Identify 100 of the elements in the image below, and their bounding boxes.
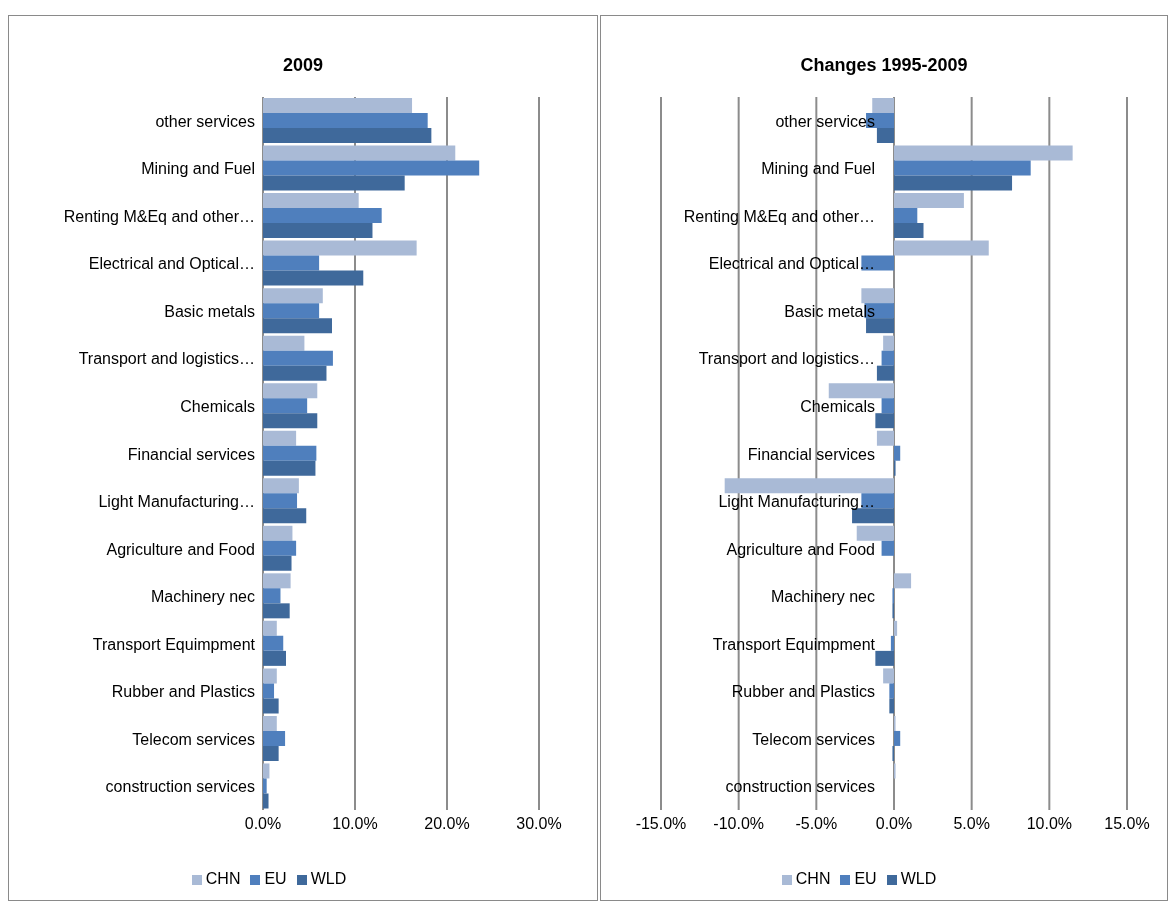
bar [263,445,317,461]
bar [866,318,894,334]
bar [263,715,277,731]
bar [263,620,277,636]
x-tick-label: 15.0% [1104,815,1150,833]
legend-label: CHN [205,870,241,887]
bar [263,730,286,746]
bar [263,413,318,429]
x-tick-label: -10.0% [713,815,765,833]
x-tick-label: 10.0% [1026,815,1073,833]
bar [894,193,964,209]
x-tick-label: -15.0% [635,815,687,833]
bar [263,493,298,509]
y-tick-label: Chemicals [800,397,875,415]
bar [889,698,894,714]
legend-label: CHN [795,870,831,887]
bar [263,288,323,304]
bar [876,128,894,143]
bar [263,430,297,446]
y-tick-label: Telecom services [752,730,875,748]
bar [890,635,894,651]
y-tick-label: Machinery nec [770,588,875,606]
y-tick-label: Chemicals [180,397,255,415]
y-tick-label: Telecom services [132,730,255,748]
bar [889,683,894,699]
bar [263,698,279,714]
bar [881,540,894,556]
bar [263,223,373,239]
bar [263,398,308,414]
x-tick-label: 20.0% [424,815,470,833]
y-tick-label: Rubber and Plastics [731,683,875,701]
bar [263,763,270,779]
y-tick-label: Renting M&Eq and other… [683,207,875,225]
bar [894,175,1013,191]
bar [828,383,894,399]
y-tick-label: other services [155,112,255,130]
bar [263,555,292,571]
bar [894,240,989,256]
y-tick-label: Financial services [747,445,875,463]
bar [263,193,359,209]
bar [876,430,894,446]
bar [263,175,405,191]
bar [894,145,1073,161]
bar [861,288,894,304]
y-tick-label: Transport Equimpment [712,635,876,653]
y-tick-label: Mining and Fuel [141,160,255,178]
bar [894,730,901,746]
bar [724,478,894,494]
bar [263,525,293,541]
bar [263,128,432,143]
bar [894,573,912,589]
bar [263,573,291,589]
y-tick-label: Machinery nec [150,588,255,606]
x-tick-label: 0.0% [244,815,282,833]
bar [263,318,332,334]
y-tick-label: construction services [725,778,875,796]
x-tick-label: -5.0% [795,815,838,833]
bar [263,793,269,809]
bar [876,365,894,381]
bar [263,650,286,666]
bar [852,508,894,524]
y-tick-label: Basic metals [164,302,255,320]
bar [263,255,320,271]
chart-title: Changes 1995-2009 [799,54,969,76]
bar [263,745,279,761]
bar [263,683,275,699]
y-tick-label: construction services [105,778,255,796]
legend-label: EU [264,870,287,887]
bar [883,668,894,684]
bar [263,335,305,351]
bar [263,508,307,524]
bar [263,383,318,399]
bar [263,350,333,366]
bar [263,240,417,256]
bar [894,208,918,224]
bar [263,208,382,224]
bar [894,620,898,636]
bar [263,603,290,619]
bar [263,270,364,286]
bar [894,445,901,461]
y-tick-label: Electrical and Optical… [88,255,255,273]
bar [875,650,894,666]
bar [263,113,428,128]
bar [872,98,894,113]
bar [263,540,297,556]
bar [263,98,413,113]
legend-label: EU [854,870,877,887]
bar [263,668,277,684]
y-tick-label: Financial services [127,445,255,463]
bar [263,365,327,381]
bar [263,303,320,319]
y-tick-label: Light Manufacturing… [98,493,255,511]
x-tick-label: 0.0% [875,815,913,833]
chart-title: 2009 [281,54,324,76]
y-tick-label: Transport Equimpment [92,635,256,653]
y-tick-label: Renting M&Eq and other… [63,207,255,225]
x-tick-label: 5.0% [953,815,990,833]
bar [263,778,267,794]
bar [263,588,281,604]
y-tick-label: Transport and logistics… [78,350,255,368]
